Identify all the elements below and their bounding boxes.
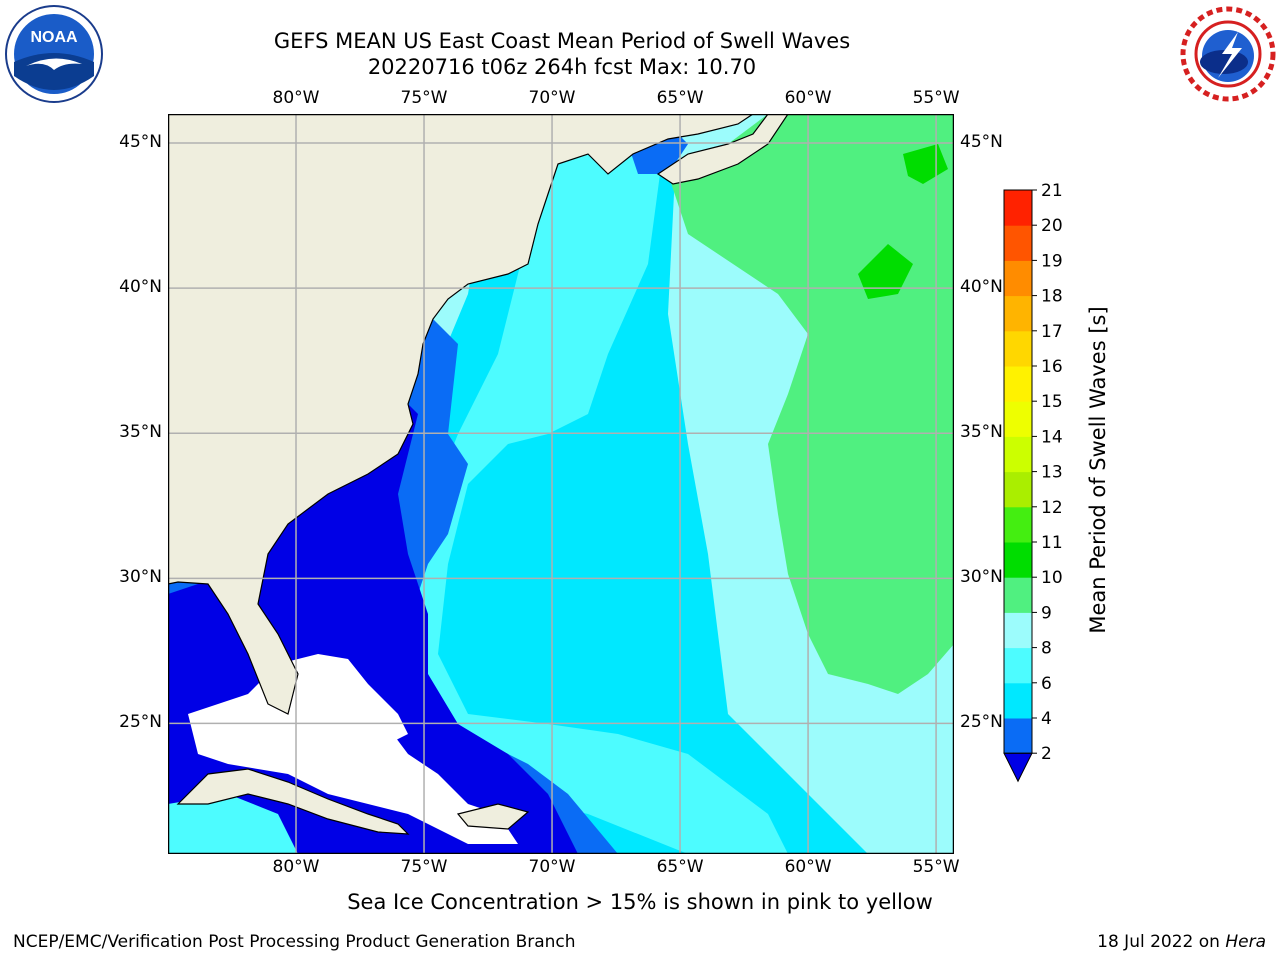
colorbar-tick-label: 11: [1041, 533, 1063, 553]
lon-label-bottom: 60°W: [784, 857, 832, 877]
colorbar-segment: [1004, 295, 1032, 332]
lat-label-left: 30°N: [119, 567, 162, 588]
footer-date: 18 Jul 2022 on Hera: [1097, 932, 1266, 952]
colorbar-segment: [1004, 225, 1032, 261]
lon-label-top: 75°W: [400, 88, 448, 108]
nws-logo-icon: [1180, 6, 1276, 102]
lat-label-left: 45°N: [119, 132, 162, 153]
lon-label-top: 55°W: [912, 88, 960, 108]
lon-label-bottom: 65°W: [656, 857, 704, 877]
lon-label-bottom: 55°W: [912, 857, 960, 877]
lon-label-top: 65°W: [656, 88, 704, 108]
lon-label-top: 60°W: [784, 88, 832, 108]
graticule: [168, 114, 954, 854]
colorbar-tick-label: 4: [1041, 709, 1052, 729]
land-cuba: [176, 768, 410, 835]
sea-ice-note: Sea Ice Concentration > 15% is shown in …: [347, 890, 933, 914]
colorbar-tick-label: 19: [1041, 251, 1063, 271]
colorbar-segment: [1004, 190, 1032, 226]
lon-label-top: 80°W: [272, 88, 320, 108]
lon-label-top: 70°W: [528, 88, 576, 108]
footer-credit: NCEP/EMC/Verification Post Processing Pr…: [13, 932, 576, 952]
colorbar-segment: [1004, 612, 1032, 649]
chart-title: GEFS MEAN US East Coast Mean Period of S…: [274, 28, 850, 80]
field-light-cyan-region: [418, 114, 788, 854]
colorbar-segment: [1004, 366, 1032, 402]
footer-date-text: 18 Jul 2022 on: [1097, 932, 1226, 952]
colorbar-extend-min: [1003, 752, 1033, 783]
lon-label-bottom: 80°W: [272, 857, 320, 877]
colorbar-tick-label: 6: [1041, 674, 1052, 694]
lat-label-left: 25°N: [119, 712, 162, 733]
colorbar-segment: [1004, 506, 1032, 543]
colorbar-segment: [1004, 718, 1032, 754]
lat-label-right: 25°N: [960, 712, 1003, 733]
colorbar: 2 4 6 8 9 10 11 12 13 14 15 16 17 18 19 20 21: [1003, 181, 1063, 783]
colorbar-tick-label: 13: [1041, 463, 1063, 483]
lon-label-bottom: 70°W: [528, 857, 576, 877]
lon-label-bottom: 75°W: [400, 857, 448, 877]
lat-label-right: 45°N: [960, 132, 1003, 153]
swell-period-map: [168, 114, 954, 854]
land-nova-scotia: [656, 114, 789, 185]
lat-label-right: 30°N: [960, 567, 1003, 588]
field-bright-green-patch: [858, 244, 913, 299]
colorbar-tick-label: 20: [1041, 216, 1063, 236]
colorbar-label: Mean Period of Swell Waves [s]: [1086, 306, 1110, 634]
footer-machine: Hera: [1225, 932, 1266, 952]
field-caribbean-cyan-region: [168, 794, 298, 854]
map-frame: [168, 114, 954, 854]
colorbar-segment: [1004, 260, 1032, 297]
colorbar-segment: [1004, 542, 1032, 578]
colorbar-segment: [1004, 436, 1032, 473]
land-north-america: [168, 114, 755, 715]
colorbar-tick-label: 12: [1041, 498, 1063, 518]
colorbar-segment: [1004, 330, 1032, 367]
lat-label-right: 40°N: [960, 277, 1003, 298]
lat-label-left: 40°N: [119, 277, 162, 298]
colorbar-tick-label: 21: [1041, 181, 1063, 201]
colorbar-tick-label: 15: [1041, 392, 1063, 412]
colorbar-segment: [1004, 577, 1032, 613]
colorbar-tick-label: 10: [1041, 568, 1063, 588]
colorbar-tick-label: 8: [1041, 639, 1052, 659]
colorbar-tick-label: 18: [1041, 287, 1063, 307]
lat-label-left: 35°N: [119, 422, 162, 443]
noaa-logo-icon: NOAA: [5, 5, 103, 103]
colorbar-segment: [1004, 682, 1032, 719]
noaa-logo-text: NOAA: [30, 29, 78, 46]
colorbar-tick-label: 14: [1041, 427, 1063, 447]
colorbar-tick-label: 17: [1041, 322, 1063, 342]
colorbar-tick-label: 2: [1041, 744, 1052, 764]
land-hispaniola: [456, 803, 530, 830]
land: [168, 114, 789, 835]
colorbar-segment: [1004, 401, 1032, 437]
lat-label-right: 35°N: [960, 422, 1003, 443]
title-line-2: 20220716 t06z 264h fcst Max: 10.70: [367, 55, 757, 79]
colorbar-segment: [1004, 471, 1032, 508]
field-white-bahamas-region: [318, 654, 408, 744]
colorbar-segment: [1004, 647, 1032, 684]
title-line-1: GEFS MEAN US East Coast Mean Period of S…: [273, 29, 851, 53]
colorbar-tick-label: 9: [1041, 603, 1052, 623]
colorbar-tick-label: 16: [1041, 357, 1063, 377]
